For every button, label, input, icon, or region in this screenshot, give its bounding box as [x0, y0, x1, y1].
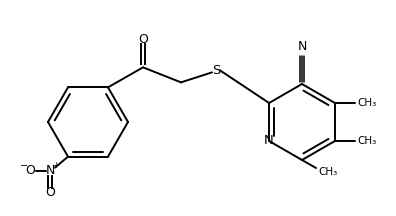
Text: O: O: [25, 164, 35, 177]
Text: N: N: [45, 164, 55, 177]
Text: CH₃: CH₃: [357, 136, 377, 146]
Text: N: N: [264, 135, 274, 148]
Text: +: +: [52, 161, 59, 170]
Text: CH₃: CH₃: [318, 167, 338, 177]
Text: CH₃: CH₃: [357, 98, 377, 108]
Text: S: S: [212, 64, 220, 77]
Text: O: O: [138, 33, 148, 46]
Text: O: O: [45, 186, 55, 199]
Text: −: −: [20, 161, 28, 171]
Text: N: N: [297, 40, 307, 52]
